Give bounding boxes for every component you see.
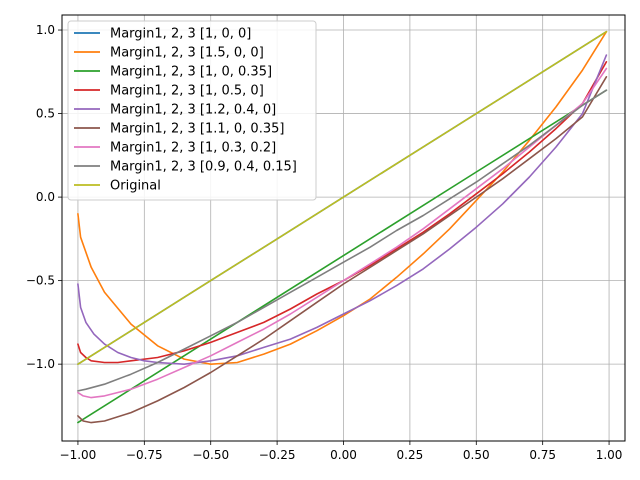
legend-entry: Margin1, 2, 3 [1.2, 0.4, 0]: [110, 103, 276, 118]
x-tick-label: −0.25: [259, 448, 296, 462]
legend-box: [67, 20, 317, 201]
x-tick-label: 0.00: [330, 448, 357, 462]
y-tick-label: −0.5: [26, 274, 55, 288]
series-line-8: [77, 89, 608, 392]
legend-entry: Margin1, 2, 3 [1, 0.3, 0.2]: [110, 141, 276, 156]
legend-entry: Margin1, 2, 3 [1, 0.5, 0]: [110, 84, 264, 99]
x-tick-label: 1.00: [596, 448, 623, 462]
legend-entry: Original: [110, 179, 161, 194]
y-tick-label: −1.0: [26, 357, 55, 371]
legend-entry: Margin1, 2, 3 [1.5, 0, 0]: [110, 46, 264, 61]
y-tick-label: 0.5: [36, 107, 55, 121]
legend-entry: Margin1, 2, 3 [0.9, 0.4, 0.15]: [110, 160, 297, 175]
y-tick-label: 1.0: [36, 23, 55, 37]
legend-entry: Margin1, 2, 3 [1.1, 0, 0.35]: [110, 122, 284, 137]
x-axis: −1.00 −0.75 −0.50 −0.25 0.00 0.25 0.50 0.75 1.00: [60, 441, 623, 462]
plot-area: [77, 30, 608, 424]
x-tick-label: −0.75: [126, 448, 163, 462]
y-axis: −1.0 −0.5 0.0 0.5 1.0: [26, 23, 62, 371]
x-tick-label: −0.50: [192, 448, 229, 462]
series-line-3: [77, 89, 608, 424]
x-tick-label: 0.50: [463, 448, 490, 462]
series-line-7: [77, 67, 608, 399]
series-line-6: [77, 76, 608, 424]
legend-entry: Margin1, 2, 3 [1, 0, 0.35]: [110, 65, 272, 80]
x-tick-label: −1.00: [60, 448, 97, 462]
series-line-4: [77, 60, 608, 364]
x-tick-label: 0.75: [529, 448, 556, 462]
legend: Margin1, 2, 3 [1, 0, 0] Margin1, 2, 3 [1.…: [67, 20, 317, 201]
y-tick-label: 0.0: [36, 190, 55, 204]
series-line-9: [77, 30, 608, 366]
x-tick-label: 0.25: [397, 448, 424, 462]
legend-entry: Margin1, 2, 3 [1, 0, 0]: [110, 27, 251, 42]
